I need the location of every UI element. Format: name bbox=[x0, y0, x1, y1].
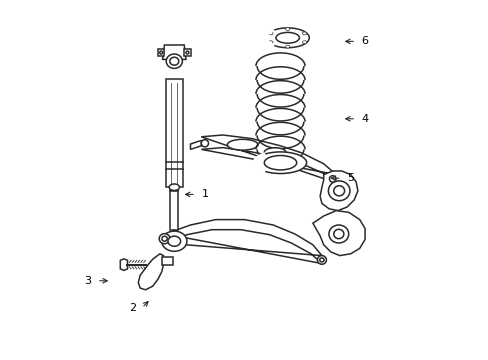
Ellipse shape bbox=[319, 258, 324, 262]
Polygon shape bbox=[201, 135, 336, 183]
Ellipse shape bbox=[275, 32, 299, 43]
Ellipse shape bbox=[168, 236, 180, 246]
Ellipse shape bbox=[328, 225, 348, 243]
Polygon shape bbox=[158, 49, 164, 56]
Ellipse shape bbox=[254, 152, 306, 174]
Ellipse shape bbox=[333, 229, 343, 239]
Ellipse shape bbox=[201, 140, 208, 147]
Polygon shape bbox=[138, 254, 163, 290]
Ellipse shape bbox=[264, 148, 285, 157]
Ellipse shape bbox=[333, 186, 344, 196]
Ellipse shape bbox=[227, 139, 258, 150]
Ellipse shape bbox=[162, 231, 186, 251]
Text: 4: 4 bbox=[361, 114, 368, 124]
Ellipse shape bbox=[285, 45, 289, 48]
Text: 6: 6 bbox=[361, 36, 368, 46]
Polygon shape bbox=[170, 187, 178, 230]
Polygon shape bbox=[120, 259, 127, 270]
Ellipse shape bbox=[317, 256, 325, 264]
Text: 5: 5 bbox=[346, 173, 353, 183]
Ellipse shape bbox=[328, 181, 349, 201]
Ellipse shape bbox=[302, 32, 306, 35]
Ellipse shape bbox=[162, 236, 167, 241]
Text: 1: 1 bbox=[201, 189, 208, 199]
Ellipse shape bbox=[285, 28, 289, 31]
Polygon shape bbox=[163, 220, 321, 264]
Text: 2: 2 bbox=[129, 303, 136, 313]
Ellipse shape bbox=[302, 41, 306, 44]
Ellipse shape bbox=[166, 54, 182, 68]
Ellipse shape bbox=[265, 28, 309, 48]
Ellipse shape bbox=[160, 51, 163, 54]
Text: 3: 3 bbox=[84, 276, 91, 286]
Ellipse shape bbox=[268, 32, 272, 35]
Ellipse shape bbox=[169, 184, 179, 190]
Polygon shape bbox=[162, 257, 172, 265]
Polygon shape bbox=[165, 79, 183, 187]
Ellipse shape bbox=[185, 51, 188, 54]
Polygon shape bbox=[312, 211, 365, 256]
Ellipse shape bbox=[268, 41, 272, 44]
Polygon shape bbox=[190, 140, 201, 149]
Polygon shape bbox=[184, 49, 190, 56]
Polygon shape bbox=[320, 171, 357, 211]
Ellipse shape bbox=[169, 57, 179, 65]
Ellipse shape bbox=[329, 176, 335, 182]
Polygon shape bbox=[163, 45, 185, 59]
Ellipse shape bbox=[159, 234, 170, 244]
Ellipse shape bbox=[264, 156, 296, 170]
